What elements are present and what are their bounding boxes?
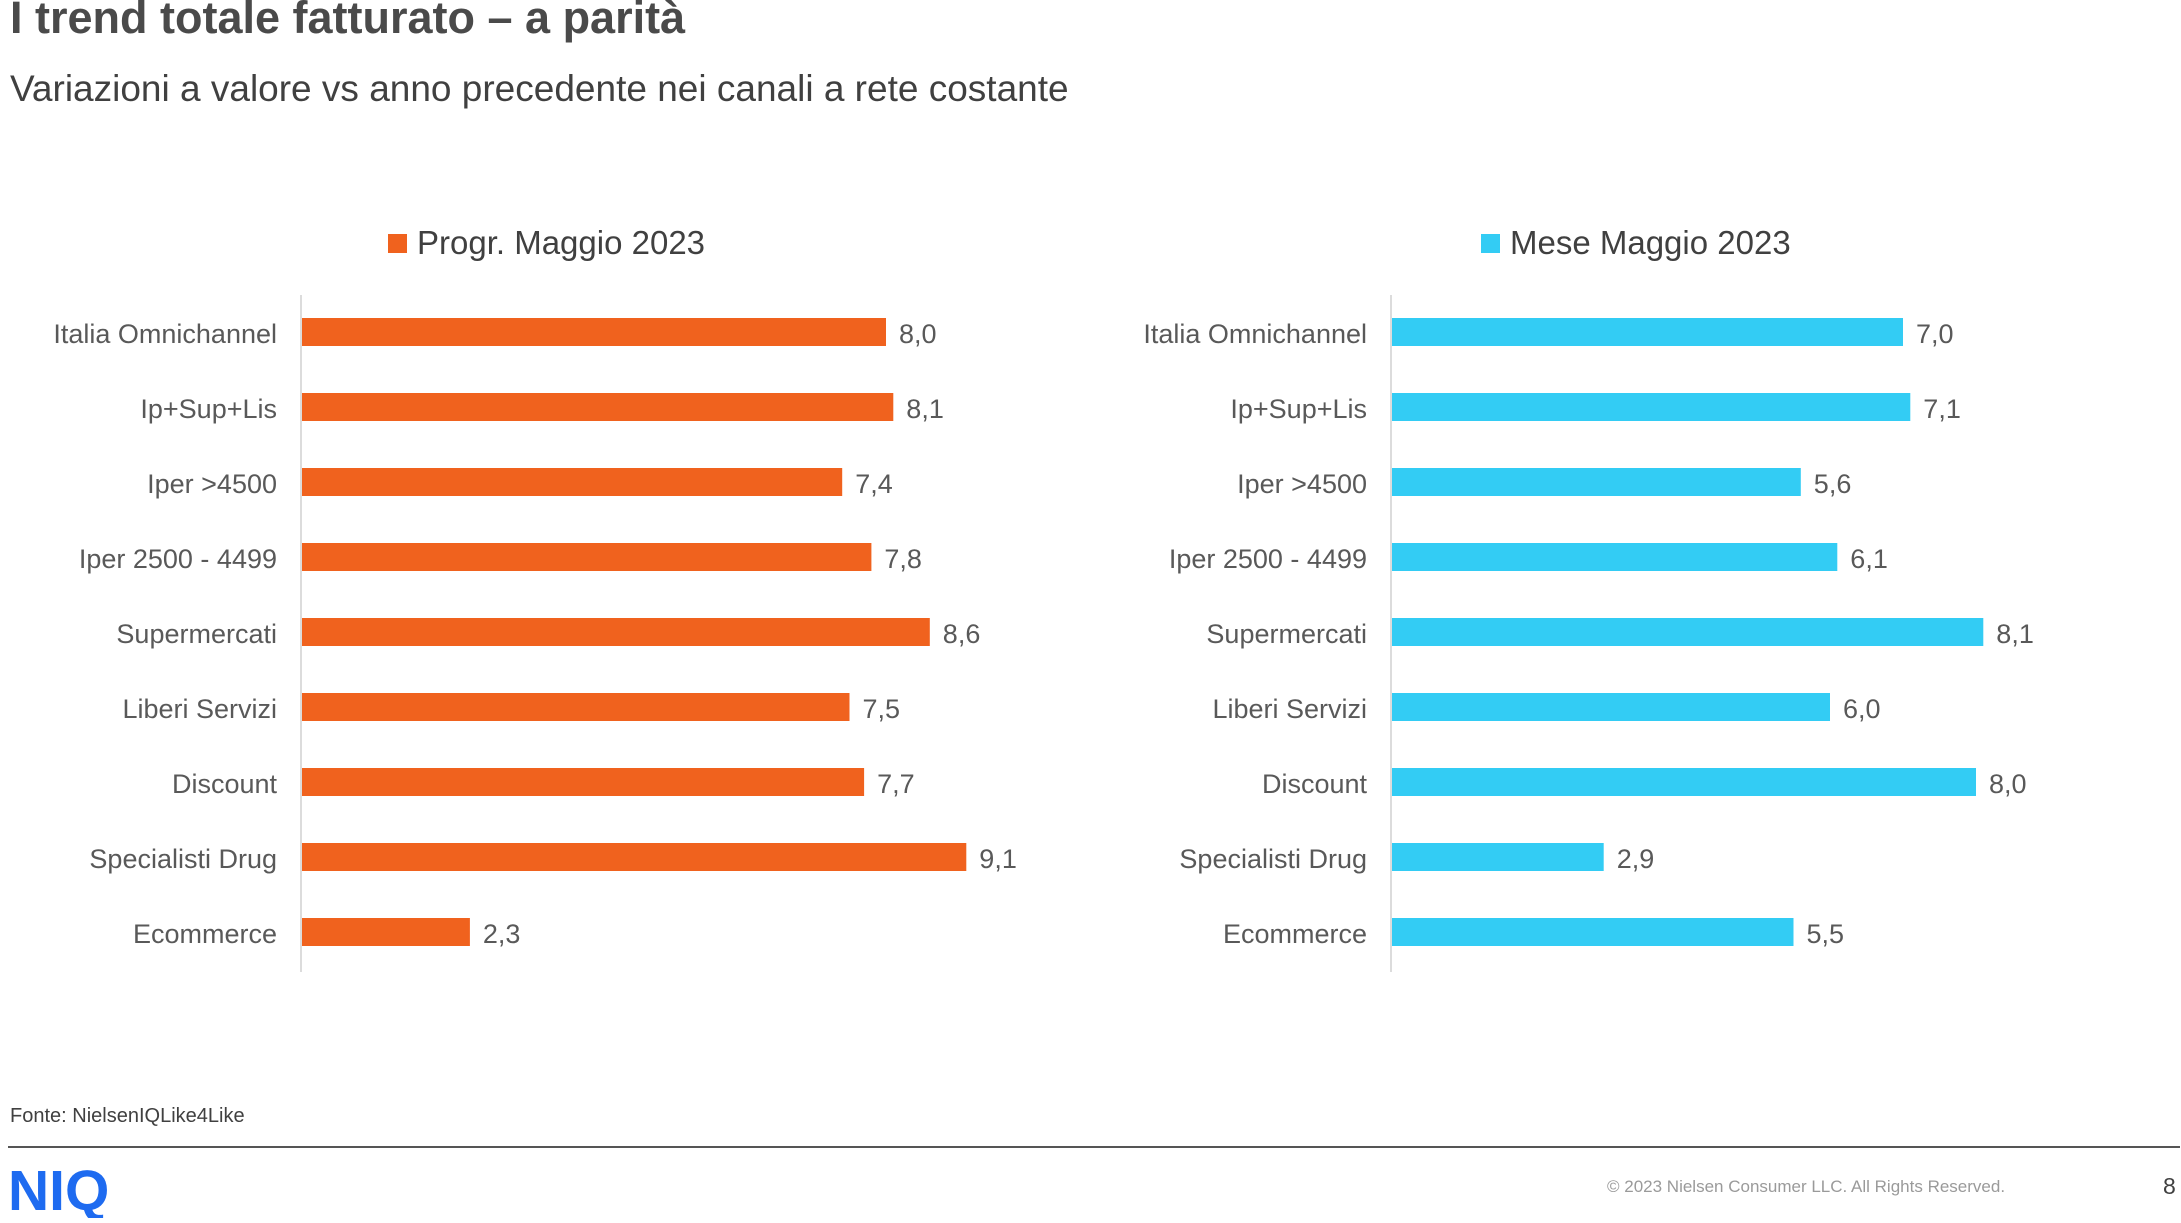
category-label: Discount <box>1262 769 1368 799</box>
bar-supermercati <box>302 618 930 646</box>
legend-progressive: Progr. Maggio 2023 <box>388 224 705 262</box>
category-label: Ip+Sup+Lis <box>140 394 277 424</box>
category-label: Iper 2500 - 4499 <box>79 544 277 574</box>
legend-swatch-orange <box>388 233 407 253</box>
category-label: Iper >4500 <box>1237 469 1367 499</box>
chart-progressive-may-2023: Progr. Maggio 2023 Italia Omnichannel 8,0… <box>0 210 1090 990</box>
category-label: Ecommerce <box>1223 919 1367 949</box>
bar-discount <box>1392 768 1976 796</box>
data-label: 8,1 <box>1996 619 2034 649</box>
data-label: 2,9 <box>1617 844 1655 874</box>
category-label: Specialisti Drug <box>89 844 277 874</box>
data-label: 7,1 <box>1923 394 1961 424</box>
page-number: 8 <box>2163 1173 2176 1199</box>
source-note: Fonte: NielsenIQLike4Like <box>10 1105 245 1127</box>
page-subtitle: Variazioni a valore vs anno precedente n… <box>10 68 1069 109</box>
legend-swatch-cyan <box>1481 233 1500 253</box>
bar-specialisti-drug <box>1392 843 1604 871</box>
bar-discount <box>302 768 865 796</box>
bar-liberi-servizi <box>1392 693 1830 721</box>
bar-iper-4500 <box>1392 468 1801 496</box>
bar-specialisti-drug <box>302 843 967 871</box>
data-label: 8,0 <box>1989 769 2027 799</box>
page-title: I trend totale fatturato – a parità <box>10 0 686 43</box>
category-label: Ecommerce <box>133 919 277 949</box>
bar-ecommerce <box>302 918 470 946</box>
category-label: Discount <box>172 769 278 799</box>
category-label: Iper >4500 <box>147 469 277 499</box>
data-label: 6,0 <box>1843 694 1881 724</box>
bar-liberi-servizi <box>302 693 850 721</box>
bar-italia-omnichannel <box>302 318 886 346</box>
bar-iper-2500-4499 <box>302 543 872 571</box>
footer-divider <box>8 1146 2180 1148</box>
legend-month: Mese Maggio 2023 <box>1481 224 1791 262</box>
data-label: 8,1 <box>906 394 944 424</box>
niq-logo-mark: NIQ <box>8 1159 109 1223</box>
data-label: 9,1 <box>979 844 1017 874</box>
category-label: Italia Omnichannel <box>1143 319 1367 349</box>
niq-logo: NIQ <box>8 1159 138 1223</box>
data-label: 5,5 <box>1807 919 1845 949</box>
data-label: 7,5 <box>863 694 901 724</box>
category-label: Iper 2500 - 4499 <box>1169 544 1367 574</box>
category-label: Liberi Servizi <box>122 694 277 724</box>
bar-ip-sup-lis <box>1392 393 1911 421</box>
copyright-notice: © 2023 Nielsen Consumer LLC. All Rights … <box>1607 1177 2006 1196</box>
bar-chart-svg: Italia Omnichannel 8,0 Ip+Sup+Lis 8,1 Iper >… <box>53 295 1017 972</box>
chart-month-may-2023: Mese Maggio 2023 Italia Omnichannel 7,0 Ip… <box>1090 210 2180 990</box>
data-label: 6,1 <box>1850 544 1888 574</box>
category-label: Supermercati <box>1206 619 1367 649</box>
bar-iper-2500-4499 <box>1392 543 1838 571</box>
legend-label: Progr. Maggio 2023 <box>417 224 706 261</box>
category-label: Specialisti Drug <box>1179 844 1367 874</box>
svg-text:NIQ: NIQ <box>8 1160 109 1218</box>
data-label: 5,6 <box>1814 469 1852 499</box>
bar-ecommerce <box>1392 918 1794 946</box>
data-label: 7,4 <box>855 469 893 499</box>
category-label: Italia Omnichannel <box>53 319 277 349</box>
category-label: Ip+Sup+Lis <box>1230 394 1367 424</box>
bar-iper-4500 <box>302 468 843 496</box>
bar-ip-sup-lis <box>302 393 894 421</box>
data-label: 8,0 <box>899 319 937 349</box>
data-label: 2,3 <box>483 919 521 949</box>
bar-supermercati <box>1392 618 1984 646</box>
data-label: 8,6 <box>943 619 981 649</box>
category-label: Supermercati <box>116 619 277 649</box>
category-label: Liberi Servizi <box>1212 694 1367 724</box>
data-label: 7,0 <box>1916 319 1954 349</box>
bar-chart-svg: Italia Omnichannel 7,0 Ip+Sup+Lis 7,1 Iper >… <box>1143 295 2034 972</box>
data-label: 7,8 <box>884 544 922 574</box>
bar-italia-omnichannel <box>1392 318 1903 346</box>
legend-label: Mese Maggio 2023 <box>1510 224 1791 261</box>
data-label: 7,7 <box>877 769 915 799</box>
